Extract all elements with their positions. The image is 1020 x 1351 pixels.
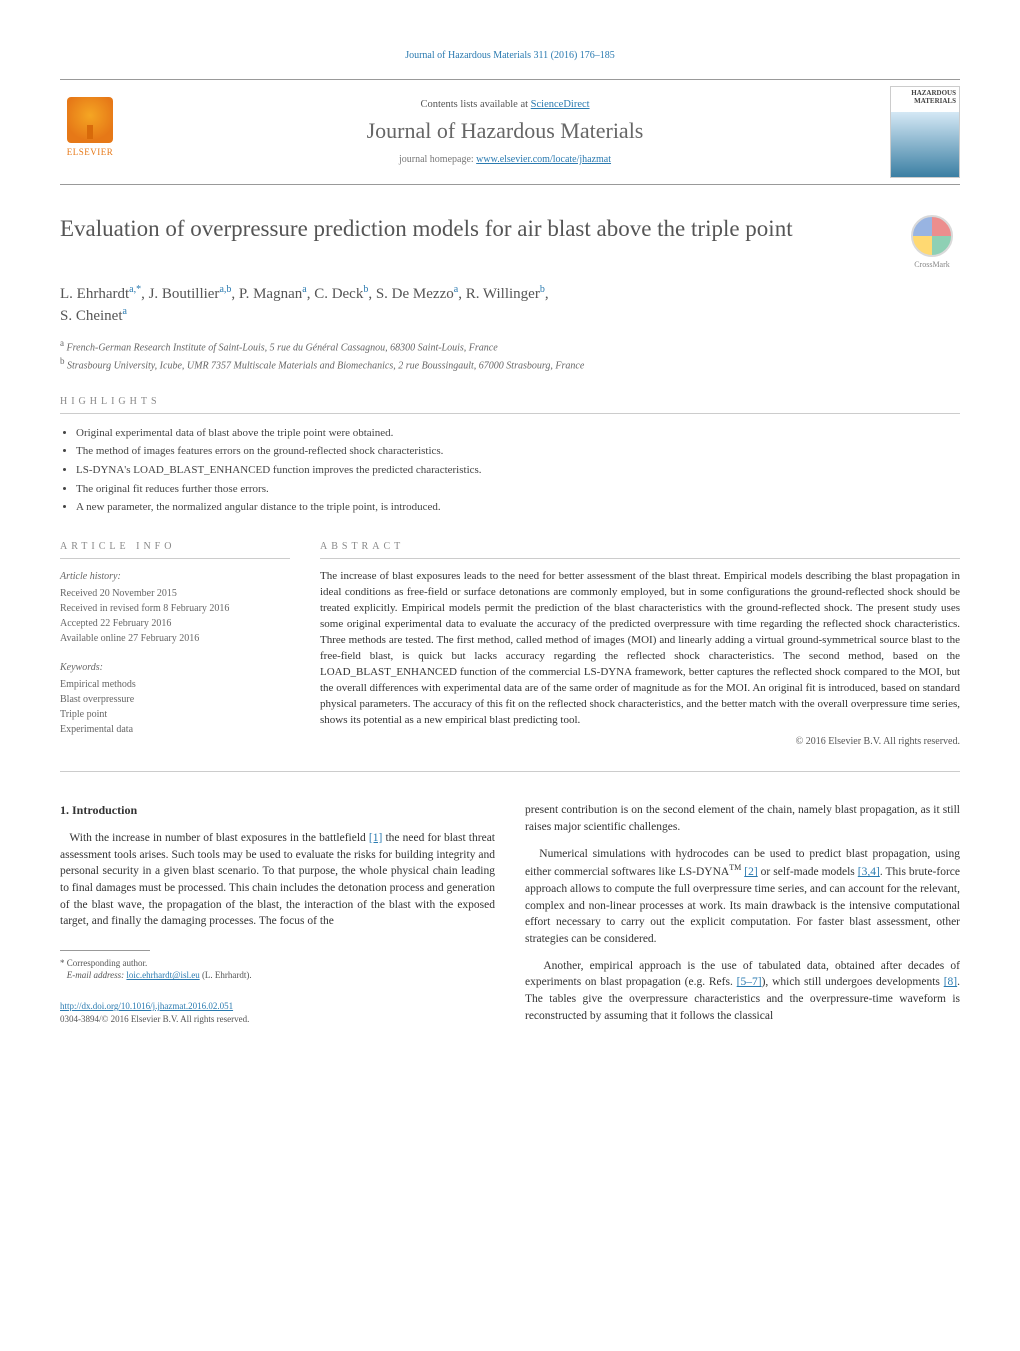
journal-homepage-line: journal homepage: www.elsevier.com/locat…	[120, 154, 890, 165]
author-aff: b	[540, 284, 545, 295]
affiliation-key: b	[60, 356, 65, 366]
highlight-item: The original fit reduces further those e…	[76, 480, 960, 499]
author: R. Willinger	[466, 286, 540, 302]
abstract-text: The increase of blast exposures leads to…	[320, 569, 960, 728]
highlight-item: The method of images features errors on …	[76, 442, 960, 461]
journal-homepage-link[interactable]: www.elsevier.com/locate/jhazmat	[476, 154, 611, 165]
affiliation-text: Strasbourg University, Icube, UMR 7357 M…	[67, 361, 584, 372]
article-info-label: ARTICLE INFO	[60, 541, 290, 559]
affiliation-list: a French-German Research Institute of Sa…	[60, 337, 960, 374]
page: Journal of Hazardous Materials 311 (2016…	[0, 0, 1020, 1074]
section-number: 1.	[60, 803, 69, 817]
author-aff: a,b	[219, 284, 231, 295]
section-title: Introduction	[72, 803, 137, 817]
corresponding-author-footnote: * Corresponding author. E-mail address: …	[60, 957, 495, 982]
title-row: Evaluation of overpressure prediction mo…	[60, 215, 960, 269]
citation-link[interactable]: [2]	[744, 866, 757, 878]
journal-cover-title: HAZARDOUS MATERIALS	[894, 90, 956, 105]
history-line: Received in revised form 8 February 2016	[60, 601, 290, 616]
keywords-block: Keywords: Empirical methods Blast overpr…	[60, 660, 290, 737]
author-aff: a,*	[129, 284, 141, 295]
keyword: Experimental data	[60, 722, 290, 737]
author-list: L. Ehrhardta,*, J. Boutilliera,b, P. Mag…	[60, 283, 960, 327]
issn-copyright: 0304-3894/© 2016 Elsevier B.V. All right…	[60, 1014, 249, 1024]
affiliation: a French-German Research Institute of Sa…	[60, 337, 960, 355]
author: P. Magnan	[239, 286, 302, 302]
body-paragraph: present contribution is on the second el…	[525, 802, 960, 835]
email-line: E-mail address: loic.ehrhardt@isl.eu (L.…	[60, 969, 495, 982]
elsevier-label: ELSEVIER	[67, 147, 114, 157]
homepage-prefix: journal homepage:	[399, 154, 476, 165]
abstract-label: ABSTRACT	[320, 541, 960, 559]
contents-prefix: Contents lists available at	[420, 99, 530, 110]
abstract-column: ABSTRACT The increase of blast exposures…	[320, 541, 960, 747]
info-abstract-row: ARTICLE INFO Article history: Received 2…	[60, 541, 960, 772]
highlights-section: HIGHLIGHTS Original experimental data of…	[60, 396, 960, 517]
author-aff: a	[123, 306, 127, 317]
highlight-item: A new parameter, the normalized angular …	[76, 498, 960, 517]
article-title: Evaluation of overpressure prediction mo…	[60, 215, 884, 244]
crossmark-badge[interactable]: CrossMark	[904, 215, 960, 269]
history-line: Received 20 November 2015	[60, 586, 290, 601]
affiliation: b Strasbourg University, Icube, UMR 7357…	[60, 355, 960, 373]
footnote-separator	[60, 950, 150, 951]
author-aff: a	[454, 284, 458, 295]
author-aff: b	[363, 284, 368, 295]
crossmark-label: CrossMark	[914, 260, 950, 269]
affiliation-key: a	[60, 338, 64, 348]
section-heading: 1. Introduction	[60, 802, 495, 819]
abstract-copyright: © 2016 Elsevier B.V. All rights reserved…	[320, 736, 960, 747]
article-history: Article history: Received 20 November 20…	[60, 569, 290, 646]
sciencedirect-link[interactable]: ScienceDirect	[531, 99, 590, 110]
author: J. Boutillier	[149, 286, 220, 302]
author-aff: a	[302, 284, 306, 295]
highlights-label: HIGHLIGHTS	[60, 396, 960, 414]
highlight-item: LS-DYNA's LOAD_BLAST_ENHANCED function i…	[76, 461, 960, 480]
author: L. Ehrhardt	[60, 286, 129, 302]
keywords-heading: Keywords:	[60, 660, 290, 675]
masthead-left: ELSEVIER	[60, 97, 120, 167]
email-suffix: (L. Ehrhardt).	[200, 970, 252, 980]
body-paragraph: Another, empirical approach is the use o…	[525, 958, 960, 1025]
masthead-center: Contents lists available at ScienceDirec…	[120, 99, 890, 165]
keyword: Empirical methods	[60, 677, 290, 692]
body-paragraph: Numerical simulations with hydrocodes ca…	[525, 846, 960, 948]
author: S. Cheinet	[60, 308, 123, 324]
doi-link[interactable]: http://dx.doi.org/10.1016/j.jhazmat.2016…	[60, 1001, 233, 1011]
body-right-column: present contribution is on the second el…	[525, 802, 960, 1034]
citation-link[interactable]: [8]	[944, 976, 957, 988]
history-heading: Article history:	[60, 569, 290, 584]
doi-block: http://dx.doi.org/10.1016/j.jhazmat.2016…	[60, 1000, 495, 1025]
contents-available-line: Contents lists available at ScienceDirec…	[120, 99, 890, 110]
affiliation-text: French-German Research Institute of Sain…	[67, 342, 498, 353]
history-line: Available online 27 February 2016	[60, 631, 290, 646]
citation-link[interactable]: [5–7]	[737, 976, 762, 988]
body-left-column: 1. Introduction With the increase in num…	[60, 802, 495, 1034]
article-info-column: ARTICLE INFO Article history: Received 2…	[60, 541, 290, 747]
highlight-item: Original experimental data of blast abov…	[76, 424, 960, 443]
elsevier-logo: ELSEVIER	[60, 97, 120, 167]
masthead-bar: ELSEVIER Contents lists available at Sci…	[60, 79, 960, 185]
elsevier-tree-icon	[67, 97, 113, 143]
corresponding-label: * Corresponding author.	[60, 957, 495, 970]
highlights-list: Original experimental data of blast abov…	[76, 424, 960, 517]
corresponding-email-link[interactable]: loic.ehrhardt@isl.eu	[126, 970, 199, 980]
citation-link[interactable]: [3,4]	[858, 866, 880, 878]
running-head: Journal of Hazardous Materials 311 (2016…	[60, 50, 960, 61]
history-line: Accepted 22 February 2016	[60, 616, 290, 631]
keyword: Triple point	[60, 707, 290, 722]
author: S. De Mezzo	[376, 286, 454, 302]
body-two-column: 1. Introduction With the increase in num…	[60, 802, 960, 1034]
keyword: Blast overpressure	[60, 692, 290, 707]
email-label: E-mail address:	[67, 970, 127, 980]
citation-link[interactable]: [1]	[369, 832, 382, 844]
body-paragraph: With the increase in number of blast exp…	[60, 830, 495, 930]
journal-name: Journal of Hazardous Materials	[120, 118, 890, 144]
author: C. Deck	[314, 286, 363, 302]
journal-cover-thumbnail: HAZARDOUS MATERIALS	[890, 86, 960, 178]
crossmark-icon	[911, 215, 953, 257]
